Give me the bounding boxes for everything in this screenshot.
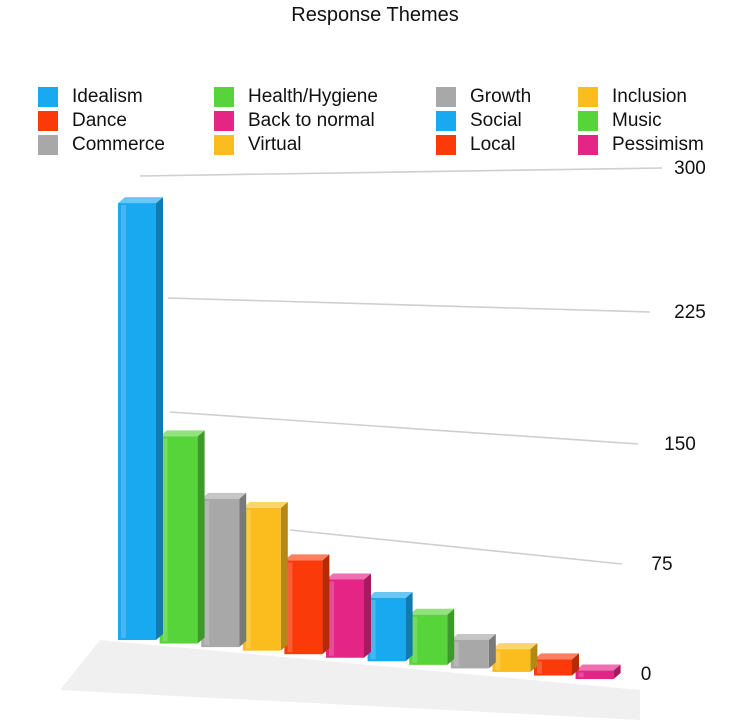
legend-label: Local (470, 134, 516, 155)
bar-inclusion-side (530, 643, 538, 672)
bar-music-side (447, 608, 455, 665)
legend-label: Pessimism (612, 134, 704, 155)
legend-swatch (38, 111, 58, 131)
bar-growth-side (488, 633, 496, 669)
bar-local (534, 659, 572, 676)
y-tick-label: 150 (664, 434, 696, 455)
legend-item-idealism: Idealism (38, 86, 143, 108)
y-tick-label: 0 (641, 664, 652, 685)
legend-item-social: Social (436, 110, 522, 132)
bar-virtual-highlight (245, 509, 251, 649)
bar-pessimism-top (575, 664, 621, 671)
gridline (169, 411, 639, 445)
y-tick-label: 75 (651, 554, 672, 575)
legend-swatch (214, 135, 234, 155)
legend-label: Back to normal (248, 110, 375, 131)
bar-pessimism (575, 670, 614, 680)
bar-health-hygiene-top (159, 430, 205, 437)
bar-idealism (118, 203, 156, 641)
legend-swatch (214, 87, 234, 107)
legend-label: Growth (470, 86, 532, 107)
bar-health-hygiene-side (197, 430, 205, 644)
bar-social (367, 598, 406, 662)
legend-item-health-hygiene: Health/Hygiene (214, 86, 378, 108)
legend-item-virtual: Virtual (214, 134, 302, 156)
legend-swatch (38, 87, 58, 107)
legend-item-local: Local (436, 134, 515, 156)
legend-item-commerce: Commerce (38, 134, 165, 156)
bar-commerce-top (201, 492, 247, 499)
bar-inclusion-top (492, 643, 538, 650)
bar-commerce-side (239, 492, 247, 648)
bar-back-to-normal-top (326, 573, 371, 580)
bar-idealism-side (156, 197, 163, 641)
bar-back-to-normal-highlight (329, 581, 334, 656)
bar-dance-highlight (287, 562, 293, 653)
bar-virtual-side (280, 501, 288, 651)
bar-pessimism-highlight (578, 672, 584, 678)
legend-item-music: Music (578, 110, 662, 132)
bar-pessimism-side (613, 664, 621, 680)
gridline (167, 297, 651, 313)
legend-swatch (578, 111, 598, 131)
gridline (289, 529, 623, 565)
legend-swatch (436, 135, 456, 155)
gridline (139, 167, 663, 177)
y-tick-label: 300 (674, 158, 706, 179)
legend-label: Dance (72, 110, 127, 131)
legend-swatch (214, 111, 234, 131)
bar-virtual-top (242, 501, 288, 508)
legend-item-dance: Dance (38, 110, 127, 132)
legend-label: Commerce (72, 134, 165, 155)
legend-item-growth: Growth (436, 86, 531, 108)
bar-music-highlight (412, 616, 418, 663)
bar-inclusion (492, 649, 531, 672)
bar-health-hygiene-highlight (162, 438, 168, 642)
legend-swatch (578, 87, 598, 107)
legend-item-back-to-normal: Back to normal (214, 110, 375, 132)
bar-dance (284, 560, 323, 655)
legend-swatch (578, 135, 598, 155)
floor-shadow (60, 640, 640, 720)
legend-label: Virtual (248, 134, 302, 155)
legend-label: Health/Hygiene (248, 86, 378, 107)
bar-growth (450, 639, 489, 669)
bar-idealism-top (118, 197, 163, 204)
bar-growth-top (450, 633, 496, 640)
legend-label: Idealism (72, 86, 143, 107)
bar-social-side (405, 592, 413, 662)
bar-local-side (572, 653, 579, 676)
bar-inclusion-highlight (495, 651, 501, 670)
legend-swatch (38, 135, 58, 155)
legend-item-pessimism: Pessimism (578, 134, 704, 156)
bar-back-to-normal-side (364, 573, 371, 658)
bar-music-top (409, 608, 455, 615)
chart-title: Response Themes (291, 4, 459, 26)
bar-growth-highlight (453, 641, 459, 667)
legend-item-inclusion: Inclusion (578, 86, 687, 108)
legend-swatch (436, 87, 456, 107)
bar-local-highlight (537, 661, 542, 674)
bar-health-hygiene (159, 436, 198, 644)
bar-back-to-normal (326, 579, 364, 658)
bar-virtual (242, 507, 281, 651)
y-tick-label: 225 (674, 302, 706, 323)
legend-label: Social (470, 110, 522, 131)
bar-commerce-highlight (204, 500, 210, 646)
bar-commerce (201, 498, 240, 648)
legend-label: Music (612, 110, 662, 131)
bar-local-top (534, 653, 579, 660)
legend-swatch (436, 111, 456, 131)
bar-dance-top (284, 554, 330, 561)
bar-dance-side (322, 554, 330, 655)
bar-social-highlight (370, 600, 376, 660)
bar-social-top (367, 592, 413, 599)
bar-music (409, 614, 448, 665)
bar-idealism-highlight (121, 205, 126, 639)
legend-label: Inclusion (612, 86, 687, 107)
